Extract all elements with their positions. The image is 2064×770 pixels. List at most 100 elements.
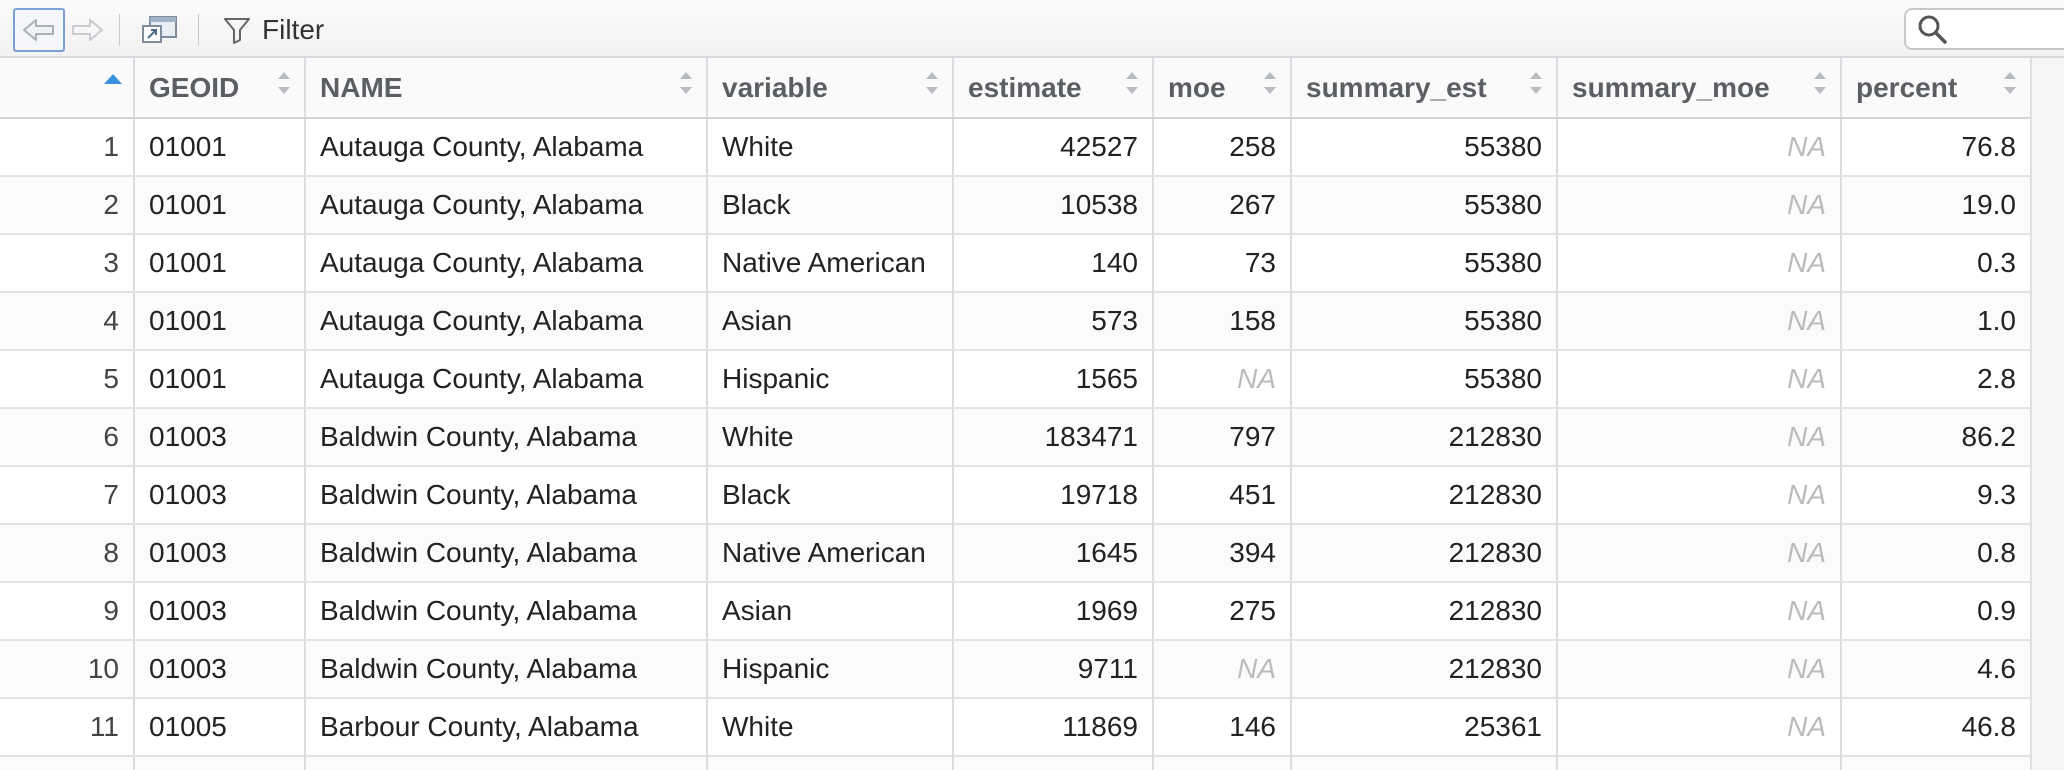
header-label: GEOID	[149, 71, 240, 103]
forward-button[interactable]	[66, 8, 108, 52]
moe-cell: 258	[1153, 118, 1292, 177]
variable-cell: Hispanic	[707, 640, 954, 699]
moe-cell: 275	[1153, 582, 1292, 641]
moe-cell: 267	[1153, 176, 1292, 235]
moe-cell: 451	[1153, 466, 1292, 525]
filter-button[interactable]: Filter	[222, 8, 352, 52]
summary-est-cell: 55380	[1291, 118, 1558, 177]
percent-cell: 9.3	[1841, 466, 2032, 525]
estimate-cell: 1565	[953, 350, 1154, 409]
geoid-cell: 01001	[134, 118, 306, 177]
variable-cell: Black	[707, 756, 954, 770]
variable-cell: Hispanic	[707, 350, 954, 409]
percent-cell: 86.2	[1841, 408, 2032, 467]
variable-cell: Native American	[707, 524, 954, 583]
table-row[interactable]: 1 01001 Autauga County, Alabama White 42527 2…	[0, 118, 2032, 177]
sort-icon	[1264, 72, 1276, 94]
percent-cell: 19.0	[1841, 176, 2032, 235]
summary-est-cell: 25361	[1291, 756, 1558, 770]
moe-cell: NA	[1153, 640, 1292, 699]
moe-cell: 797	[1153, 408, 1292, 467]
header-label: estimate	[968, 71, 1082, 103]
header-label: variable	[722, 71, 828, 103]
percent-cell: 46.4	[1841, 756, 2032, 770]
row-number: 5	[0, 350, 135, 409]
summary-moe-cell: NA	[1557, 408, 1842, 467]
header-summary-moe[interactable]: summary_moe	[1557, 58, 1842, 119]
table-row[interactable]: 7 01003 Baldwin County, Alabama Black 19718 4…	[0, 466, 2032, 525]
table-row[interactable]: 11 01005 Barbour County, Alabama White 11869…	[0, 698, 2032, 757]
geoid-cell: 01003	[134, 466, 306, 525]
geoid-cell: 01005	[134, 698, 306, 757]
variable-cell: White	[707, 408, 954, 467]
header-geoid[interactable]: GEOID	[134, 58, 306, 119]
sort-icon	[1530, 72, 1542, 94]
back-button[interactable]	[13, 8, 65, 52]
table-row[interactable]: 10 01003 Baldwin County, Alabama Hispanic 97…	[0, 640, 2032, 699]
estimate-cell: 11779	[953, 756, 1154, 770]
search-input[interactable]	[1956, 13, 2064, 45]
table-row[interactable]: 3 01001 Autauga County, Alabama Native Amer…	[0, 234, 2032, 293]
table-row[interactable]: 9 01003 Baldwin County, Alabama Asian 1969 27…	[0, 582, 2032, 641]
geoid-cell: 01005	[134, 756, 306, 770]
geoid-cell: 01003	[134, 640, 306, 699]
header-estimate[interactable]: estimate	[953, 58, 1154, 119]
estimate-cell: 11869	[953, 698, 1154, 757]
moe-cell: 146	[1153, 698, 1292, 757]
row-number: 8	[0, 524, 135, 583]
table-row[interactable]: 4 01001 Autauga County, Alabama Asian 573 158…	[0, 292, 2032, 351]
search-icon	[1918, 15, 1947, 44]
summary-est-cell: 212830	[1291, 408, 1558, 467]
name-cell: Baldwin County, Alabama	[305, 524, 708, 583]
summary-est-cell: 55380	[1291, 292, 1558, 351]
geoid-cell: 01003	[134, 582, 306, 641]
table-row[interactable]: 5 01001 Autauga County, Alabama Hispanic 156…	[0, 350, 2032, 409]
data-table: GEOID NAME variable estimate moe summary…	[0, 58, 2032, 770]
estimate-cell: 1969	[953, 582, 1154, 641]
summary-est-cell: 25361	[1291, 698, 1558, 757]
row-number: 2	[0, 176, 135, 235]
estimate-cell: 10538	[953, 176, 1154, 235]
vertical-scrollbar[interactable]	[2031, 58, 2064, 770]
header-variable[interactable]: variable	[707, 58, 954, 119]
header-percent[interactable]: percent	[1841, 58, 2032, 119]
geoid-cell: 01003	[134, 524, 306, 583]
header-rownum[interactable]	[0, 58, 135, 119]
percent-cell: 2.8	[1841, 350, 2032, 409]
search-box[interactable]	[1904, 8, 2064, 50]
row-number: 7	[0, 466, 135, 525]
variable-cell: White	[707, 118, 954, 177]
moe-cell: 394	[1153, 524, 1292, 583]
popout-window-icon	[142, 16, 177, 43]
name-cell: Autauga County, Alabama	[305, 234, 708, 293]
back-arrow-icon	[23, 19, 54, 41]
header-name[interactable]: NAME	[305, 58, 708, 119]
summary-moe-cell: NA	[1557, 640, 1842, 699]
header-row: GEOID NAME variable estimate moe summary…	[0, 58, 2032, 119]
header-moe[interactable]: moe	[1153, 58, 1292, 119]
table-row[interactable]: 1201005Barbour County, AlabamaBlack11779…	[0, 756, 2032, 770]
header-label: summary_est	[1306, 71, 1487, 103]
variable-cell: Black	[707, 176, 954, 235]
geoid-cell: 01001	[134, 176, 306, 235]
summary-moe-cell: NA	[1557, 582, 1842, 641]
sort-ascending-icon	[104, 74, 122, 84]
sort-icon	[680, 72, 692, 94]
summary-moe-cell: NA	[1557, 176, 1842, 235]
popout-button[interactable]	[138, 8, 182, 52]
header-label: percent	[1856, 71, 1958, 103]
estimate-cell: 1645	[953, 524, 1154, 583]
variable-cell: Asian	[707, 292, 954, 351]
table-row[interactable]: 8 01003 Baldwin County, Alabama Native Amer…	[0, 524, 2032, 583]
row-number: 11	[0, 698, 135, 757]
header-summary-est[interactable]: summary_est	[1291, 58, 1558, 119]
name-cell: Autauga County, Alabama	[305, 118, 708, 177]
estimate-cell: 19718	[953, 466, 1154, 525]
table-row[interactable]: 2 01001 Autauga County, Alabama Black 10538 2…	[0, 176, 2032, 235]
table-row[interactable]: 6 01003 Baldwin County, Alabama White 183471…	[0, 408, 2032, 467]
summary-est-cell: 212830	[1291, 640, 1558, 699]
name-cell: Baldwin County, Alabama	[305, 640, 708, 699]
header-label: moe	[1168, 71, 1226, 103]
percent-cell: 46.8	[1841, 698, 2032, 757]
summary-moe-cell: NA	[1557, 234, 1842, 293]
